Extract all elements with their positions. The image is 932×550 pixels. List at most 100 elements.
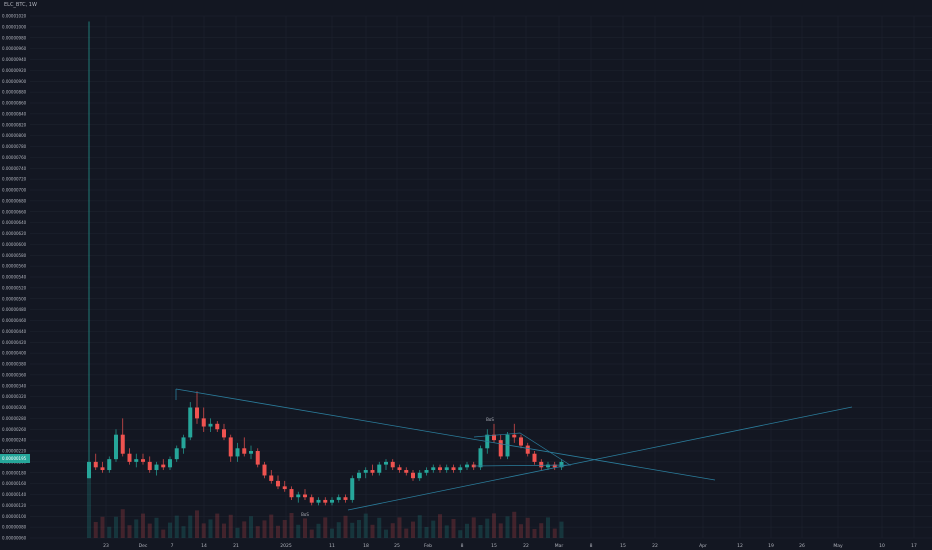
volume-bar bbox=[276, 525, 280, 538]
candle-body bbox=[174, 448, 179, 460]
y-tick-label: 0.00000120 bbox=[2, 503, 27, 508]
y-tick-label: 0.00000260 bbox=[2, 427, 27, 432]
volume-bar bbox=[93, 522, 98, 538]
volume-bar bbox=[519, 524, 523, 538]
volume-bar bbox=[262, 520, 267, 538]
triangle-pattern bbox=[473, 432, 572, 467]
x-tick-label: 17 bbox=[911, 543, 917, 549]
grid bbox=[30, 15, 932, 539]
candle-body bbox=[161, 464, 166, 468]
y-tick-label: 0.00001000 bbox=[2, 24, 27, 29]
candle-body bbox=[404, 470, 409, 473]
y-tick-label: 0.00000440 bbox=[2, 329, 27, 334]
y-tick-label: 0.00000420 bbox=[2, 340, 27, 345]
volume-bar bbox=[181, 526, 186, 538]
volume-bar bbox=[539, 523, 544, 538]
y-tick-label: 0.00000920 bbox=[2, 68, 27, 73]
volume-bar bbox=[87, 478, 91, 538]
x-tick-label: 7 bbox=[171, 543, 174, 549]
y-tick-label: 0.00000940 bbox=[2, 57, 27, 62]
x-tick-label: 8 bbox=[461, 543, 464, 549]
volume-bar bbox=[404, 528, 409, 538]
x-tick-label: Apr bbox=[699, 543, 707, 549]
volume-bar bbox=[343, 515, 348, 538]
volume-bar bbox=[390, 523, 395, 538]
volume-bar bbox=[242, 521, 247, 538]
volume-bar bbox=[316, 523, 321, 538]
volume-bar bbox=[471, 517, 476, 538]
candle-body bbox=[465, 464, 469, 468]
x-tick-label: 12 bbox=[737, 543, 743, 549]
candle-body bbox=[417, 472, 422, 479]
x-tick-label: 8 bbox=[590, 543, 593, 549]
annotation-bos-2: BoS bbox=[486, 417, 494, 422]
y-tick-label: 0.00000360 bbox=[2, 372, 27, 377]
volume-bar bbox=[525, 517, 530, 538]
y-tick-label: 0.00000520 bbox=[2, 285, 27, 290]
volume-bar bbox=[228, 514, 233, 538]
y-tick-label: 0.00000140 bbox=[2, 492, 27, 497]
candle-body bbox=[431, 467, 436, 471]
y-tick-label: 0.00000620 bbox=[2, 231, 27, 236]
candle-body bbox=[235, 448, 240, 457]
y-tick-label: 0.00000460 bbox=[2, 318, 27, 323]
volume-bar bbox=[431, 520, 436, 538]
volume-bar bbox=[188, 515, 193, 538]
y-tick-label: 0.00000180 bbox=[2, 470, 27, 475]
candle-body bbox=[377, 464, 382, 473]
y-tick-label: 0.00000300 bbox=[2, 405, 27, 410]
x-tick-label: 25 bbox=[394, 543, 400, 549]
volume-bar bbox=[147, 523, 152, 538]
volume-bar bbox=[127, 525, 132, 538]
candle-body bbox=[255, 451, 260, 465]
volume-bar bbox=[512, 511, 517, 538]
y-axis: 0.00001020 0.00001000 0.00000980 0.00000960… bbox=[2, 14, 27, 541]
candle-body bbox=[330, 499, 334, 503]
candle-body bbox=[397, 467, 402, 471]
y-tick-label: 0.00000900 bbox=[2, 79, 27, 84]
trend-line-lower bbox=[347, 406, 853, 511]
volume-bar bbox=[235, 527, 240, 538]
y-tick-label: 0.00000680 bbox=[2, 198, 27, 203]
candle-body bbox=[222, 429, 226, 438]
candle-body bbox=[201, 418, 206, 427]
volume-bar bbox=[370, 524, 375, 538]
candle-body bbox=[323, 499, 328, 503]
y-tick-label: 0.00000340 bbox=[2, 383, 27, 388]
volume-bar bbox=[161, 529, 166, 538]
candle-body bbox=[471, 464, 476, 468]
y-tick-label: 0.00000800 bbox=[2, 133, 27, 138]
candle-body bbox=[276, 480, 280, 487]
x-tick-label: 26 bbox=[799, 543, 805, 549]
volume-bar bbox=[498, 523, 503, 538]
candle-body bbox=[262, 464, 267, 476]
candle-body bbox=[444, 467, 449, 471]
volume-bar bbox=[215, 513, 220, 538]
candle-body bbox=[154, 464, 159, 471]
candle-body bbox=[458, 467, 463, 471]
x-tick-label: 10 bbox=[879, 543, 885, 549]
volume-bar bbox=[444, 525, 449, 538]
candle-body bbox=[384, 461, 388, 465]
volume-bar bbox=[552, 528, 557, 538]
volume-bar bbox=[336, 522, 341, 538]
y-tick-label: 0.00000860 bbox=[2, 101, 27, 106]
volume-bar bbox=[249, 516, 253, 538]
volume-bar bbox=[208, 519, 213, 538]
volume-bar bbox=[330, 528, 334, 538]
candle-body bbox=[316, 499, 321, 503]
price-tag-bg bbox=[0, 454, 30, 463]
candle-body bbox=[195, 407, 199, 419]
candle-body bbox=[289, 489, 294, 498]
candle-body bbox=[343, 497, 348, 500]
volume-bar bbox=[195, 510, 199, 538]
candle-body bbox=[147, 461, 152, 471]
x-tick-label: 22 bbox=[523, 543, 529, 549]
volume-bar bbox=[174, 515, 179, 538]
candle-body bbox=[100, 467, 105, 471]
y-tick-label: 0.00000640 bbox=[2, 220, 27, 225]
volume-bar bbox=[107, 526, 112, 538]
volume-bar bbox=[282, 520, 287, 538]
volume-bar bbox=[384, 529, 388, 538]
